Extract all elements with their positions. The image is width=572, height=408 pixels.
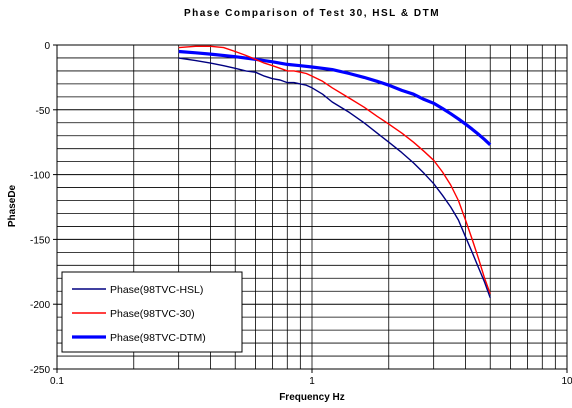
x-tick-label: 0.1 <box>50 376 64 387</box>
y-tick-label: -50 <box>36 106 51 117</box>
y-axis-title: PhaseDe <box>7 184 18 227</box>
series-line-1 <box>178 57 491 298</box>
y-tick-label: 0 <box>44 41 50 52</box>
x-tick-label: 10 <box>561 376 572 387</box>
y-axis-ticks: 0 -50 -100 -150 -200 -250 <box>30 41 57 376</box>
x-axis-ticks: 0.1 1 10 <box>50 369 572 387</box>
x-tick-label: 1 <box>309 376 315 387</box>
y-tick-label: -100 <box>30 171 50 182</box>
series-line-2 <box>178 45 491 295</box>
x-axis-title: Frequency Hz <box>279 392 345 403</box>
y-tick-label: -250 <box>30 365 50 376</box>
legend: Phase(98TVC-HSL) Phase(98TVC-30) Phase(98T… <box>61 271 243 353</box>
grid <box>57 45 568 369</box>
legend-label-3: Phase(98TVC-DTM) <box>110 332 206 344</box>
chart-title: Phase Comparison of Test 30, HSL & DTM <box>184 8 440 19</box>
legend-box <box>61 271 243 353</box>
series-line-3 <box>178 49 492 146</box>
y-tick-label: -200 <box>30 300 50 311</box>
legend-label-2: Phase(98TVC-30) <box>110 308 195 320</box>
y-tick-label: -150 <box>30 235 50 246</box>
plot-lines <box>178 45 492 298</box>
legend-label-1: Phase(98TVC-HSL) <box>110 284 203 296</box>
